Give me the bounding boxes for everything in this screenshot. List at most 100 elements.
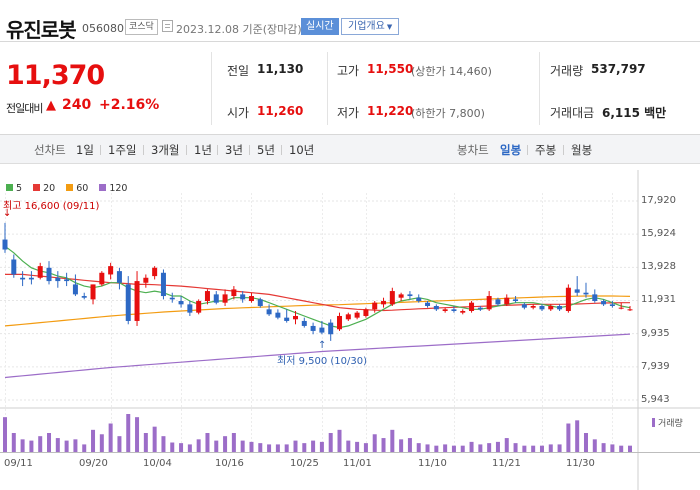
candle-down <box>609 304 615 307</box>
volume-bar <box>249 441 254 452</box>
legend-swatch <box>6 184 13 191</box>
candle-up <box>618 307 624 309</box>
divider <box>281 145 282 155</box>
high-value: 11,550 <box>367 62 414 76</box>
chart-period-tabs: 선차트 1일 1주일 3개월 1년 3년 5년 10년 봉차트 일봉 주봉 월봉 <box>0 135 700 164</box>
volume-bar <box>504 438 509 452</box>
volume-bar <box>117 436 122 452</box>
tab-daily[interactable]: 일봉 <box>500 143 522 157</box>
prev-close-value: 11,130 <box>257 62 304 76</box>
candle-up <box>345 314 351 320</box>
realtime-button[interactable]: 실시간 <box>301 18 339 35</box>
tab-1w[interactable]: 1주일 <box>108 143 137 157</box>
candle-down <box>433 306 439 310</box>
candle-up <box>231 289 237 297</box>
candle-down <box>72 284 78 295</box>
tab-1y[interactable]: 1년 <box>194 143 212 157</box>
x-tick: 11/10 <box>418 458 447 469</box>
candle-down <box>407 294 413 297</box>
candle-up <box>398 294 404 298</box>
volume-bar <box>11 433 16 452</box>
down-arrow-icon: ↓ <box>3 208 12 219</box>
candle-up <box>548 306 554 310</box>
low-label: 저가 <box>337 106 360 120</box>
tab-weekly[interactable]: 주봉 <box>535 143 557 157</box>
candle-down <box>539 306 545 310</box>
low-value: 11,220 <box>367 104 414 118</box>
volume-bar <box>311 440 316 452</box>
volume-bar <box>451 445 456 452</box>
candle-down <box>20 277 26 280</box>
divider <box>186 145 187 155</box>
volume-bar <box>328 433 333 452</box>
volume-bar <box>161 436 166 452</box>
volume-bar <box>284 444 289 452</box>
candle-up <box>196 301 202 313</box>
market-badge: 코스닥 <box>125 19 158 35</box>
volume-bar <box>592 439 597 452</box>
amount-label: 거래대금 <box>550 106 595 120</box>
divider <box>527 145 528 155</box>
tab-monthly[interactable]: 월봉 <box>571 143 593 157</box>
candle-down <box>477 307 483 310</box>
candle-down <box>125 284 131 321</box>
volume-bar <box>487 443 492 452</box>
volume-bar <box>337 429 342 452</box>
volume-bar <box>495 441 500 452</box>
volume-bar <box>390 429 395 452</box>
tab-10y[interactable]: 10년 <box>289 143 315 157</box>
chart-legend: 5 20 60 120 <box>6 183 135 194</box>
date-text: 2023.12.08 <box>176 23 239 36</box>
volume-bar <box>99 434 104 452</box>
candle-down <box>240 294 246 300</box>
candle-down <box>81 296 87 298</box>
y-tick: 5,943 <box>641 394 670 405</box>
ma120-line <box>4 333 631 379</box>
volume-bar <box>187 444 192 452</box>
candle-up <box>90 284 96 300</box>
volume-bar <box>478 444 483 452</box>
candle-up <box>143 277 149 283</box>
volume-bar <box>539 445 544 452</box>
candle-down <box>169 297 175 300</box>
volume-bar <box>443 444 448 452</box>
candle-down <box>213 294 219 303</box>
volume-bar <box>407 438 412 452</box>
ma5-line <box>4 245 631 329</box>
volume-bar <box>293 440 298 452</box>
volume-bar <box>214 440 219 452</box>
candle-up <box>389 291 395 305</box>
candle-down <box>495 299 501 305</box>
candle-down <box>301 320 307 326</box>
tab-3y[interactable]: 3년 <box>225 143 243 157</box>
candlestick-chart-svg <box>0 170 700 490</box>
candle-down <box>319 327 325 333</box>
candle-up <box>363 309 369 316</box>
x-tick: 11/30 <box>566 458 595 469</box>
volume-bar <box>319 441 324 452</box>
candle-up <box>486 296 492 310</box>
volume-bar <box>575 420 580 452</box>
tab-3m[interactable]: 3개월 <box>151 143 180 157</box>
volume-bar <box>82 444 87 452</box>
volume-bar <box>126 414 131 452</box>
tab-1d[interactable]: 1일 <box>76 143 94 157</box>
x-tick: 11/01 <box>343 458 372 469</box>
candle-up <box>99 272 105 285</box>
chevron-down-icon: ▼ <box>386 23 393 31</box>
stock-chart[interactable]: 5 20 60 120 최고 16,600 (09/11) ↓ ↑ 최저 9,5… <box>0 170 700 490</box>
volume-bar <box>531 445 536 452</box>
basis-date: 2023.12.08 기준(장마감) <box>176 21 302 37</box>
company-overview-dropdown[interactable]: 기업개요 ▼ <box>341 18 400 35</box>
candle-down <box>557 306 563 310</box>
upper-limit: (상한가 14,460) <box>411 65 492 78</box>
candle-down <box>583 292 589 295</box>
tab-5y[interactable]: 5년 <box>257 143 275 157</box>
candle-down <box>425 302 431 307</box>
volume-bar <box>583 433 588 452</box>
candle-up <box>565 287 571 311</box>
candle-chart-label: 봉차트 <box>457 143 489 157</box>
divider <box>143 145 144 155</box>
company-overview-label: 기업개요 <box>348 21 385 32</box>
current-price: 11,370 <box>6 60 105 91</box>
